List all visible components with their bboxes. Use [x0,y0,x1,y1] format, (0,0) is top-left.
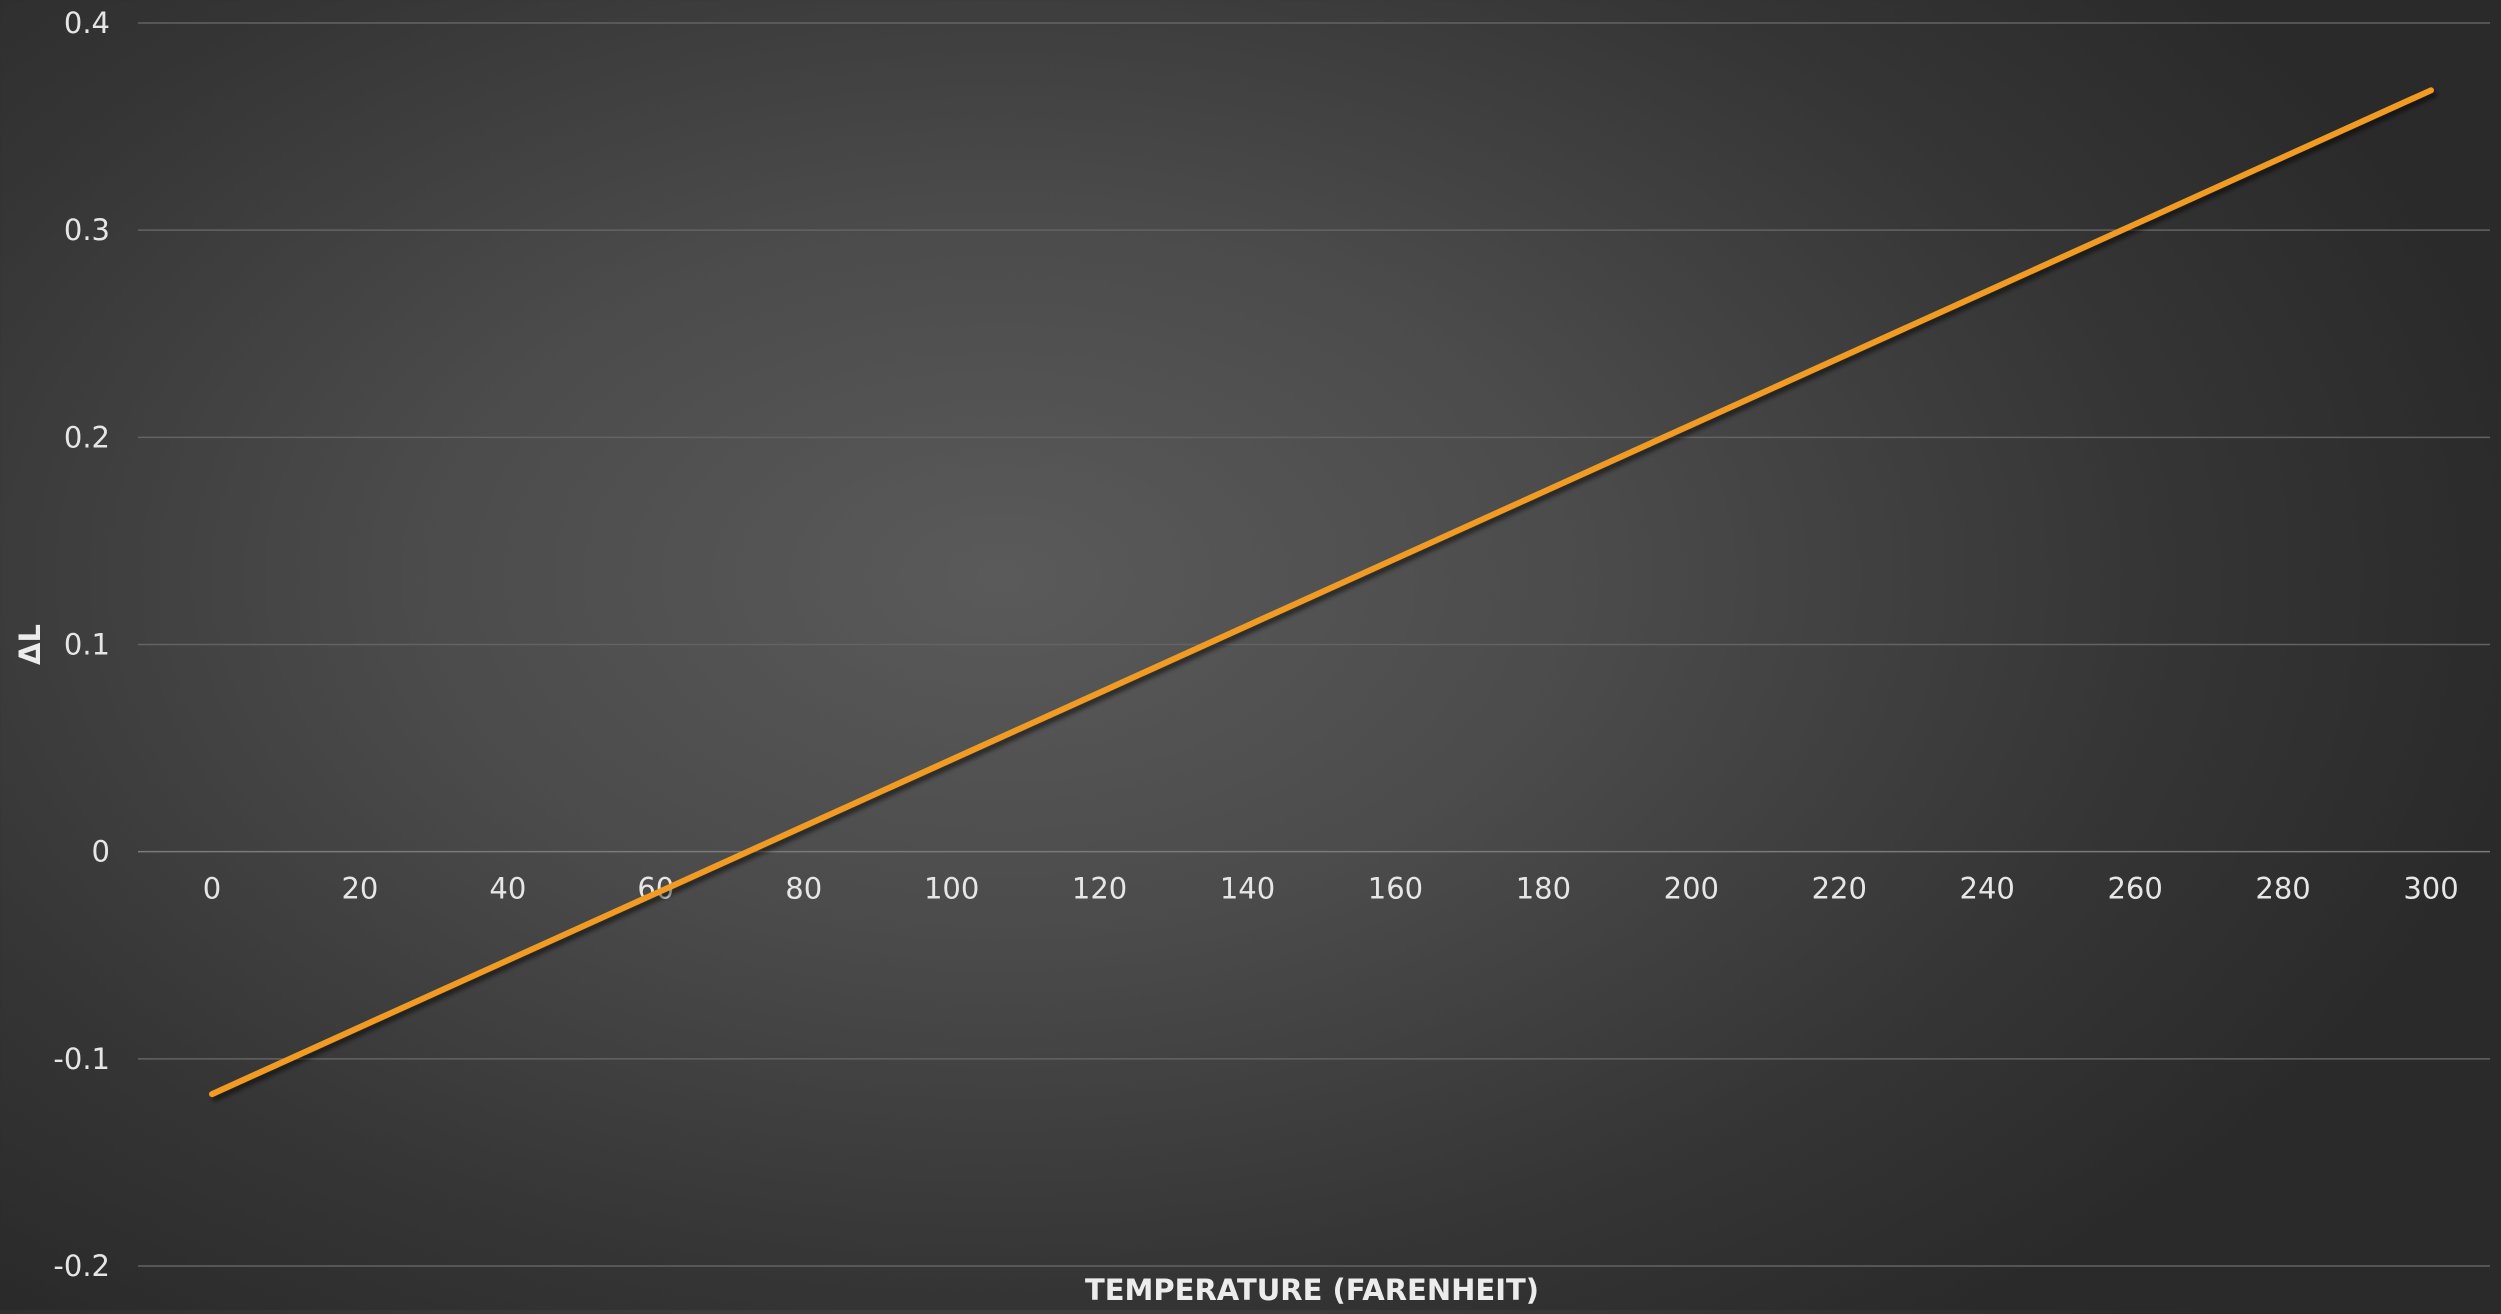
x-tick-label: 120 [1072,872,1127,906]
x-tick-label: 0 [203,872,221,906]
series-layer [209,87,2434,1098]
x-tick-label: 20 [341,872,378,906]
x-tick-label: 40 [489,872,526,906]
x-axis-tick-labels: 0 20 40 60 80 100 120 140 160 180 200 220 240 260 280 3… [203,872,2459,906]
y-tick-label: 0.1 [64,628,110,662]
x-tick-label: 160 [1368,872,1423,906]
y-axis-title: ΔL [13,624,47,665]
y-tick-label: -0.1 [53,1042,110,1076]
series-line-0 [209,87,2434,1098]
x-tick-label: 280 [2255,872,2310,906]
y-tick-label: -0.2 [53,1249,110,1283]
x-tick-label: 220 [1812,872,1867,906]
x-tick-label: 140 [1220,872,1275,906]
gridlines [138,22,2490,1267]
x-tick-label: 240 [1960,872,2015,906]
x-tick-label: 100 [924,872,979,906]
y-axis-tick-labels: -0.2 -0.1 0 0.1 0.2 0.3 0.4 [53,6,110,1283]
y-tick-label: 0.4 [64,6,110,40]
y-tick-label: 0 [92,835,110,869]
x-axis-title: TEMPERATURE (FARENHEIT) [1085,1273,1539,1307]
x-tick-label: 300 [2403,872,2458,906]
x-tick-label: 80 [785,872,822,906]
y-tick-label: 0.3 [64,213,110,247]
x-tick-label: 200 [1664,872,1719,906]
y-tick-label: 0.2 [64,420,110,454]
x-tick-label: 260 [2107,872,2162,906]
x-tick-label: 180 [1516,872,1571,906]
